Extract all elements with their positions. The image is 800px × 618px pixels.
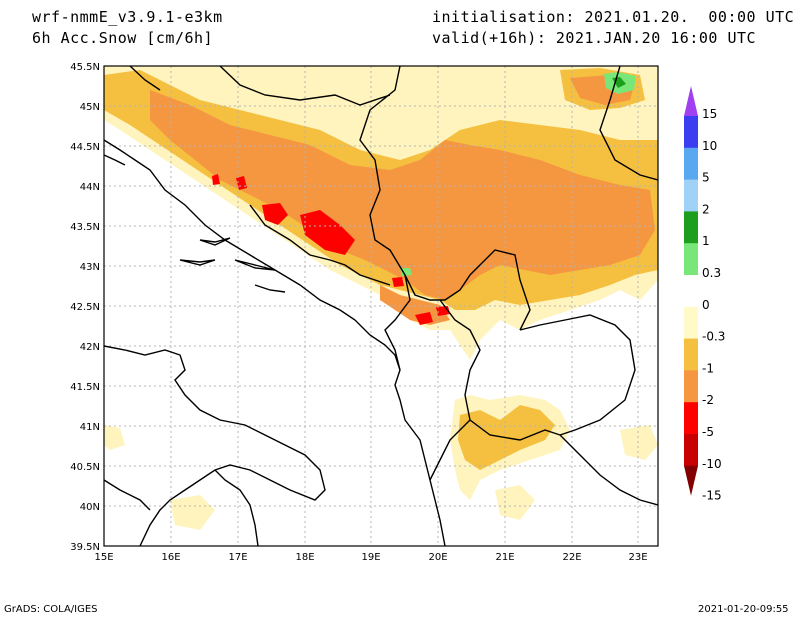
border [234, 259, 276, 271]
colorbar-swatch [684, 306, 698, 340]
colorbar-swatch [684, 275, 698, 308]
graticule [104, 66, 658, 546]
lon-label: 21E [495, 552, 514, 563]
border [439, 299, 561, 441]
longitude-labels: 15E 16E 17E 18E 19E 20E 21E 22E 23E [94, 552, 647, 563]
lat-label: 45N [80, 102, 100, 113]
border [104, 154, 126, 166]
border [429, 419, 471, 481]
border [519, 314, 636, 436]
lat-label: 41N [80, 422, 100, 433]
colorbar-label: 2 [702, 202, 710, 216]
footer-timestamp: 2021-01-20-09:55 [698, 604, 789, 615]
lon-label: 22E [562, 552, 581, 563]
coastlines-borders [104, 66, 658, 546]
coastline [104, 345, 326, 546]
colorbar-label: -0.3 [702, 330, 725, 344]
border [559, 434, 658, 506]
lon-label: 20E [428, 552, 447, 563]
very-heavy-snow-area [212, 174, 220, 185]
lat-label: 45.5N [70, 62, 100, 73]
very-heavy-snow-area [262, 203, 288, 225]
coastline [214, 469, 259, 546]
border [599, 66, 658, 181]
border [179, 259, 216, 266]
border [129, 66, 161, 91]
colorbar-swatch [684, 243, 698, 276]
colorbar-label: 5 [702, 171, 710, 185]
very-heavy-snow-area [300, 210, 355, 255]
heavy-snow-area [380, 285, 450, 325]
light-snow-area [620, 425, 658, 460]
field-title: 6h Acc.Snow [cm/6h] [32, 29, 214, 47]
light-snow-area [495, 485, 535, 520]
border [249, 204, 391, 286]
lat-label: 42N [80, 342, 100, 353]
snow-field [104, 66, 658, 530]
coastline [104, 479, 151, 511]
lon-label: 19E [361, 552, 380, 563]
very-heavy-snow-area [415, 312, 433, 325]
lon-label: 16E [161, 552, 180, 563]
lat-label: 40.5N [70, 462, 100, 473]
lat-label: 43.5N [70, 222, 100, 233]
coastline [104, 139, 446, 546]
border [359, 66, 531, 331]
lon-label: 23E [628, 552, 647, 563]
light-snow-area [170, 495, 215, 530]
model-title: wrf-nmmE_v3.9.1-e3km [32, 8, 223, 26]
light-snow-area [104, 425, 125, 450]
colorbar: 15 10 5 2 1 0.3 0 -0.3 -1 -2 -5 -10 -15 [684, 86, 725, 503]
lat-label: 40N [80, 502, 100, 513]
lon-label: 17E [228, 552, 247, 563]
border [219, 66, 391, 106]
latitude-labels: 45.5N 45N 44.5N 44N 43.5N 43N 42.5N 42N … [70, 62, 100, 553]
valid-time: valid(+16h): 2021.JAN.20 16:00 UTC [432, 29, 757, 47]
colorbar-swatch [684, 147, 698, 181]
colorbar-label: 0 [702, 298, 710, 312]
map-frame [103, 65, 659, 547]
colorbar-swatch [684, 338, 698, 371]
colorbar-label: -2 [702, 393, 714, 407]
colorbar-swatch [684, 370, 698, 403]
very-heavy-snow-area [392, 277, 404, 287]
colorbar-swatch [684, 179, 698, 212]
green-snow-area [400, 268, 412, 276]
colorbar-label: -5 [702, 425, 714, 439]
colorbar-label: 1 [702, 234, 710, 248]
border [199, 237, 231, 246]
lat-label: 41.5N [70, 382, 100, 393]
init-time: initialisation: 2021.01.20. 00:00 UTC [432, 8, 795, 26]
colorbar-label: -10 [702, 457, 722, 471]
lat-label: 44.5N [70, 142, 100, 153]
colorbar-swatch [684, 211, 698, 244]
lon-label: 18E [295, 552, 314, 563]
colorbar-cap-bottom [684, 465, 698, 496]
lat-label: 42.5N [70, 302, 100, 313]
colorbar-swatch [684, 402, 698, 435]
colorbar-label: -15 [702, 489, 722, 503]
border [384, 274, 411, 371]
colorbar-label: -1 [702, 361, 714, 375]
lat-label: 39.5N [70, 542, 100, 553]
footer-credit: GrADS: COLA/IGES [4, 604, 98, 615]
border [254, 284, 286, 293]
colorbar-label: 0.3 [702, 266, 721, 280]
colorbar-swatch [684, 116, 698, 149]
colorbar-swatch [684, 434, 698, 467]
colorbar-cap-top [684, 86, 698, 116]
lat-label: 44N [80, 182, 100, 193]
colorbar-label: 15 [702, 107, 717, 121]
heavy-snow-area [150, 90, 655, 300]
colorbar-label: 10 [702, 139, 717, 153]
lat-label: 43N [80, 262, 100, 273]
lon-label: 15E [94, 552, 113, 563]
